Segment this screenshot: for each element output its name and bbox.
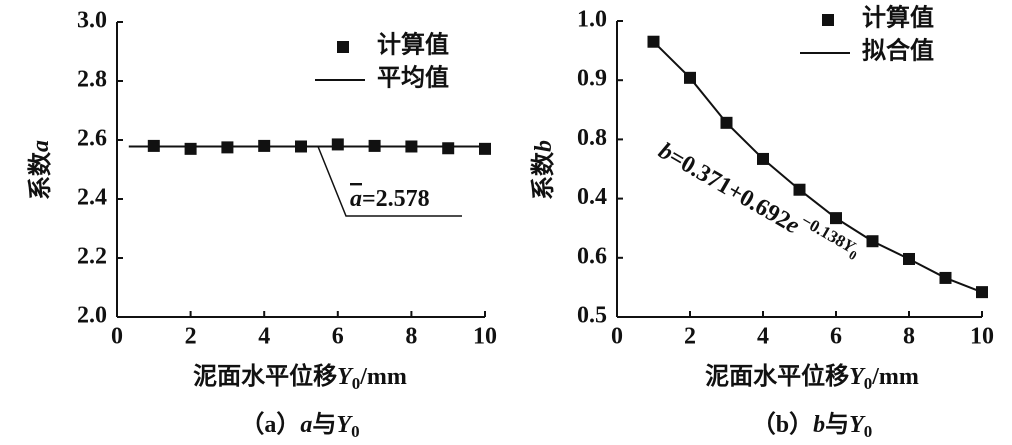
series-line <box>652 41 983 294</box>
marker <box>830 212 842 225</box>
text-part: 系数 <box>530 151 557 200</box>
x-axis-label: 泥面水平位移Y0/mm <box>705 362 919 393</box>
legend-label: 计算值 <box>862 4 934 32</box>
text-part: =0.371+0.692 <box>665 143 795 233</box>
marker <box>184 142 197 155</box>
text-part: Y <box>849 412 866 438</box>
marker <box>903 252 915 265</box>
y-tick-label: 0.6 <box>577 243 607 269</box>
y-tick-label: 0.8 <box>577 125 607 151</box>
text-part: /mm <box>359 364 407 390</box>
text-part: Y <box>336 412 353 438</box>
marker <box>221 141 234 154</box>
legend-marker <box>822 14 834 26</box>
marker <box>976 286 988 299</box>
y-axis-label: 系数a <box>27 140 54 200</box>
x-axis-label: 泥面水平位移Y0/mm <box>193 362 407 393</box>
x-tick-label: 4 <box>258 324 270 350</box>
y-tick-label: 0.5 <box>577 303 607 329</box>
y-tick-label: 2.6 <box>77 126 107 152</box>
text-part: （b） <box>752 411 813 438</box>
y-tick-label: 2.8 <box>77 67 107 93</box>
text-part: 0 <box>864 422 873 441</box>
y-tick-label: 2.2 <box>77 244 107 270</box>
marker <box>368 139 381 152</box>
text-part: a <box>350 186 362 212</box>
marker <box>479 142 491 155</box>
text-part: =2.578 <box>362 186 430 212</box>
x-tick-label: 2 <box>185 324 197 350</box>
text-part: b <box>531 140 557 152</box>
y-tick-label: 2.4 <box>77 185 107 211</box>
text-part: （a） <box>240 411 300 438</box>
text-part: 与 <box>312 411 336 438</box>
marker <box>331 138 344 151</box>
x-tick-label: 10 <box>970 324 994 350</box>
text-part: 0 <box>864 374 873 393</box>
marker <box>258 139 271 152</box>
x-tick-label: 6 <box>332 324 344 350</box>
annotation-leader <box>317 146 462 217</box>
x-tick-label: 8 <box>405 324 417 350</box>
y-axis-label: 系数b <box>530 140 557 200</box>
x-tick-label: 0 <box>611 324 623 350</box>
marker <box>684 71 696 84</box>
y-tick-label: 0.4 <box>577 184 607 210</box>
legend-label: 平均值 <box>377 64 449 92</box>
text-part: Y <box>849 364 866 390</box>
text-part: 0 <box>352 374 361 393</box>
legend-marker <box>337 41 349 53</box>
x-tick-label: 6 <box>830 324 842 350</box>
marker <box>147 139 160 152</box>
text-part: 泥面水平位移 <box>705 362 849 390</box>
text-part: /mm <box>871 364 919 390</box>
annotation: b=0.371+0.692e−0.138Y0 <box>654 132 863 272</box>
annotation: a=2.578 <box>350 186 430 212</box>
x-tick-label: 8 <box>903 324 915 350</box>
marker <box>757 152 769 165</box>
text-part: a <box>300 412 312 438</box>
text-part: 系数 <box>27 151 54 200</box>
text-part: 0 <box>351 422 360 441</box>
marker <box>442 142 455 155</box>
y-tick-label: 0.9 <box>577 66 607 92</box>
marker <box>793 183 806 196</box>
caption: （a）a与Y0 <box>240 411 359 441</box>
marker <box>295 140 307 153</box>
y-tick-label: 3.0 <box>77 8 107 34</box>
caption: （b）b与Y0 <box>752 411 873 441</box>
marker <box>405 140 418 153</box>
text-part: b <box>813 412 825 438</box>
text-part: 泥面水平位移 <box>193 362 337 390</box>
legend-label: 拟合值 <box>862 37 934 65</box>
text-part: a <box>28 140 54 152</box>
text-part: 与 <box>825 411 849 438</box>
legend-label: 计算值 <box>377 31 449 59</box>
marker <box>720 116 733 129</box>
marker <box>647 35 660 48</box>
x-tick-label: 0 <box>111 324 123 350</box>
text-part: Y <box>337 364 354 390</box>
x-tick-label: 10 <box>473 324 497 350</box>
marker <box>939 271 952 284</box>
x-tick-label: 4 <box>757 324 769 350</box>
y-tick-label: 2.0 <box>77 303 107 329</box>
y-tick-label: 1.0 <box>577 7 607 33</box>
x-tick-label: 2 <box>684 324 696 350</box>
marker <box>866 235 879 248</box>
